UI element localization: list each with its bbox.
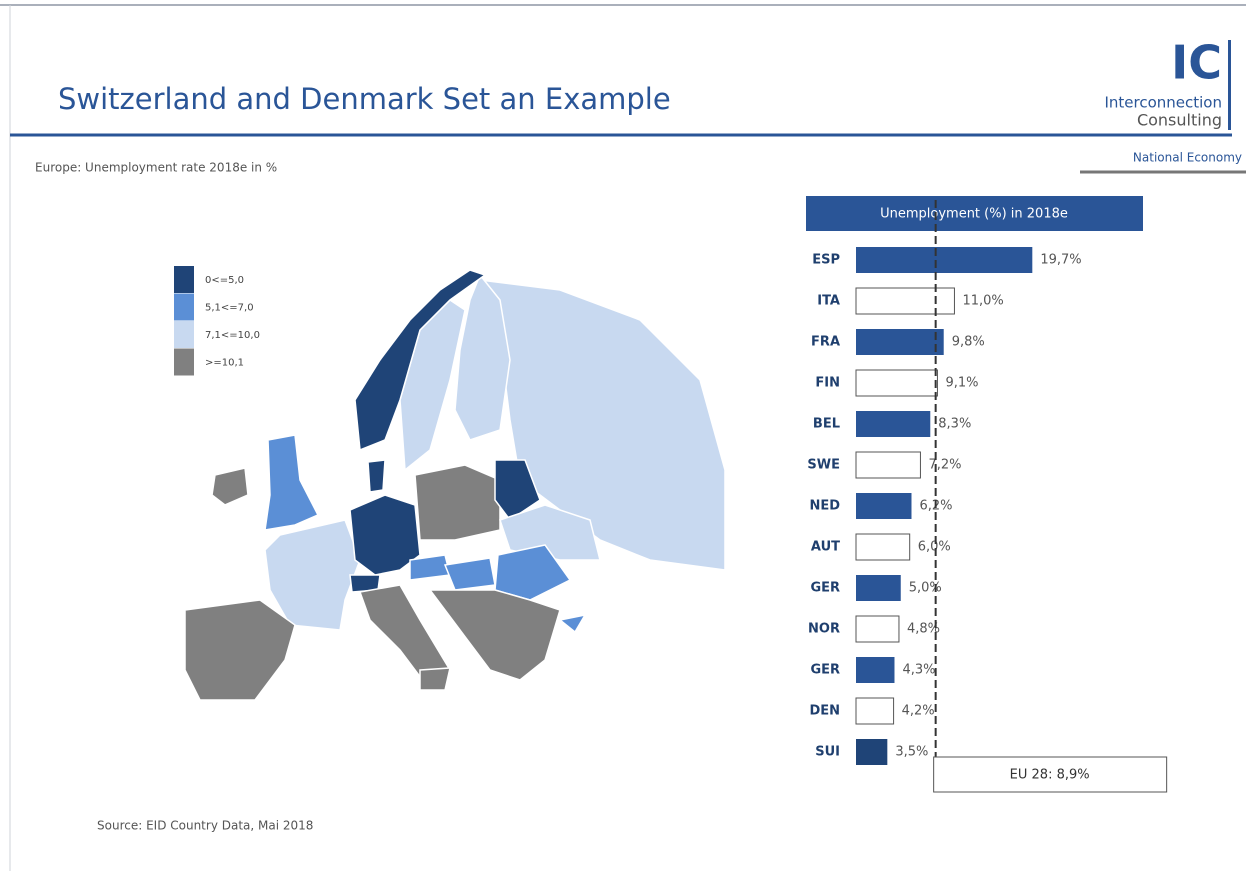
category-label: ITA [817,294,840,309]
value-label: 8,3% [938,417,971,432]
reference-box [933,756,1168,793]
map-sicily [419,667,451,691]
bar [855,369,938,397]
chart-title: Unemployment (%) in 2018e [880,207,1068,222]
legend-label: 7,1<=10,0 [205,330,260,341]
value-label: 4,3% [902,663,935,678]
europe-map [184,269,726,701]
map-legend: 0<=5,0 5,1<=7,0 7,1<=10,0 >=10,1 [174,266,260,376]
bar [856,329,944,355]
category-label: DEN [809,704,840,719]
map-france [264,519,361,631]
bar [855,697,895,725]
value-label: 4,8% [907,622,940,637]
category-label: FRA [811,335,840,350]
map-sweden [399,299,466,472]
value-label: 7,2% [928,458,961,473]
map-ireland [211,467,249,506]
map-iberia [184,599,296,701]
map-ukraine [499,504,601,561]
value-label: 5,0% [909,581,942,596]
subtitle: Europe: Unemployment rate 2018e in % [35,161,277,175]
bar [856,657,895,683]
category-label: BEL [813,417,840,432]
reference-label: EU 28: 8,9% [1010,768,1090,783]
bar [856,739,888,765]
bar [856,411,931,437]
legend-swatch [174,348,194,376]
bar [855,451,921,479]
slide-title: Switzerland and Denmark Set an Example [58,82,671,116]
bar-chart: Unemployment (%) in 2018e ESP 19,7% ITA 11,… [806,196,1168,793]
logo-line2: Consulting [1137,111,1222,130]
category-label: SUI [815,745,840,760]
category-label: NOR [808,622,840,637]
category-label: AUT [811,540,840,555]
bar [855,615,900,643]
value-label: 3,5% [895,745,928,760]
logo-bar [1228,40,1231,130]
logo-mark: IC [1171,36,1222,90]
map-cyprus [558,613,587,634]
value-label: 11,0% [962,294,1003,309]
value-label: 9,1% [945,376,978,391]
legend-label: 5,1<=7,0 [205,303,254,314]
map-finland [454,273,511,441]
category-label: SWE [807,458,840,473]
legend-swatch [174,293,194,321]
legend-label: >=10,1 [205,358,244,369]
category-label: GER [810,663,840,678]
map-austria [409,554,451,581]
bar [855,533,911,561]
category-label: GER [810,581,840,596]
map-balkans [428,589,561,681]
section-label: National Economy [1133,151,1242,165]
legend-label: 0<=5,0 [205,275,244,286]
map-belarus [494,459,541,522]
category-label: ESP [812,253,840,268]
map-uk [264,434,320,531]
category-label: FIN [815,376,840,391]
value-label: 9,8% [952,335,985,350]
legend-swatch [174,266,194,293]
map-denmark [367,459,386,493]
value-label: 19,7% [1040,253,1081,268]
bar [856,575,901,601]
chart-header [806,196,1143,231]
value-label: 4,2% [902,704,935,719]
bar [856,493,912,519]
value-label: 6,0% [918,540,951,555]
legend-swatch [174,321,194,348]
map-hungary [443,557,496,591]
map-russia [478,279,726,571]
bar [856,247,1033,273]
map-norway [354,269,487,452]
category-label: NED [809,499,840,514]
logo-line1: Interconnection [1104,94,1222,112]
map-poland [414,464,501,541]
bar [855,287,955,315]
source: Source: EID Country Data, Mai 2018 [97,819,313,833]
